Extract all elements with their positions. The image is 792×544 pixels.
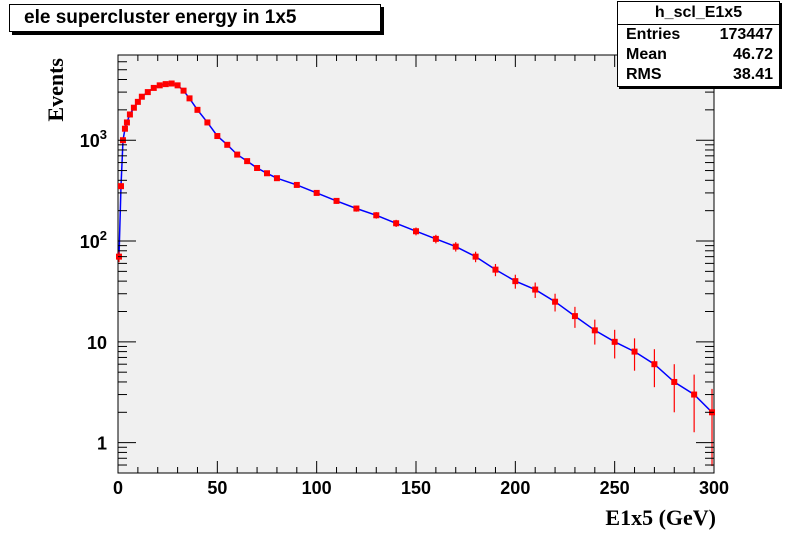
data-marks [115, 80, 716, 467]
axes: 0 50 100 150 200 250 300 1 10 102 103 [80, 54, 729, 498]
x-tick-label: 250 [600, 478, 630, 498]
stats-value: 46.72 [732, 46, 773, 63]
x-tick-label: 100 [302, 478, 332, 498]
data-point [313, 189, 320, 196]
data-point [591, 327, 598, 334]
data-point [432, 235, 439, 242]
data-point [204, 119, 211, 126]
data-point [293, 181, 300, 188]
stats-box: h_scl_E1x5 Entries 173447 Mean 46.72 RMS… [617, 1, 780, 87]
data-point [162, 81, 169, 88]
stats-value: 173447 [719, 26, 773, 43]
data-point [472, 253, 479, 260]
data-point [353, 205, 360, 212]
stats-label: Entries [626, 26, 681, 43]
data-point [373, 212, 380, 219]
data-point [254, 164, 261, 171]
data-point [552, 298, 559, 305]
data-point [492, 266, 499, 273]
data-point [333, 197, 340, 204]
data-point [180, 87, 187, 94]
stats-value: 38.41 [732, 66, 773, 83]
data-point [121, 125, 128, 132]
data-point [123, 119, 130, 126]
x-tick-label: 200 [500, 478, 530, 498]
data-point [126, 111, 133, 118]
data-point [631, 348, 638, 355]
data-point [651, 361, 658, 368]
y-axis-title: Events [43, 58, 68, 122]
stats-label: Mean [626, 46, 667, 63]
data-point [413, 228, 419, 235]
y-tick-label: 103 [80, 127, 107, 151]
data-point [130, 104, 137, 111]
data-point [244, 158, 251, 165]
data-point [214, 133, 221, 140]
plot-frame [117, 54, 715, 474]
stats-row-entries: Entries 173447 [618, 25, 779, 45]
data-point [186, 95, 193, 102]
chart-title: ele supercluster energy in 1x5 [9, 4, 381, 32]
data-point [671, 378, 678, 385]
data-point [156, 82, 163, 89]
data-point [194, 106, 201, 113]
x-tick-label: 50 [207, 478, 227, 498]
y-tick-label: 1 [97, 434, 107, 454]
data-point [512, 278, 519, 285]
stats-row-rms: RMS 38.41 [618, 65, 779, 85]
data-point [273, 175, 280, 182]
x-tick-label: 0 [113, 478, 123, 498]
data-point [144, 89, 151, 96]
data-point [117, 183, 124, 190]
data-point [452, 243, 459, 250]
data-point [174, 82, 181, 89]
data-point [150, 84, 157, 91]
stats-histogram-name: h_scl_E1x5 [618, 2, 779, 25]
data-point [571, 313, 578, 320]
data-point [532, 286, 539, 293]
data-point [691, 391, 698, 398]
data-point [134, 98, 141, 105]
data-point [224, 141, 231, 148]
y-tick-label: 102 [80, 228, 107, 252]
data-point [393, 220, 400, 227]
stats-row-mean: Mean 46.72 [618, 45, 779, 65]
x-tick-label: 300 [699, 478, 729, 498]
data-point [611, 338, 618, 345]
x-axis-title: E1x5 (GeV) [605, 505, 716, 530]
data-point [168, 80, 175, 87]
data-point [234, 151, 241, 158]
data-point [138, 93, 145, 100]
x-tick-label: 150 [401, 478, 431, 498]
stats-label: RMS [626, 66, 662, 83]
data-point [264, 170, 270, 177]
y-tick-label: 10 [87, 333, 107, 353]
